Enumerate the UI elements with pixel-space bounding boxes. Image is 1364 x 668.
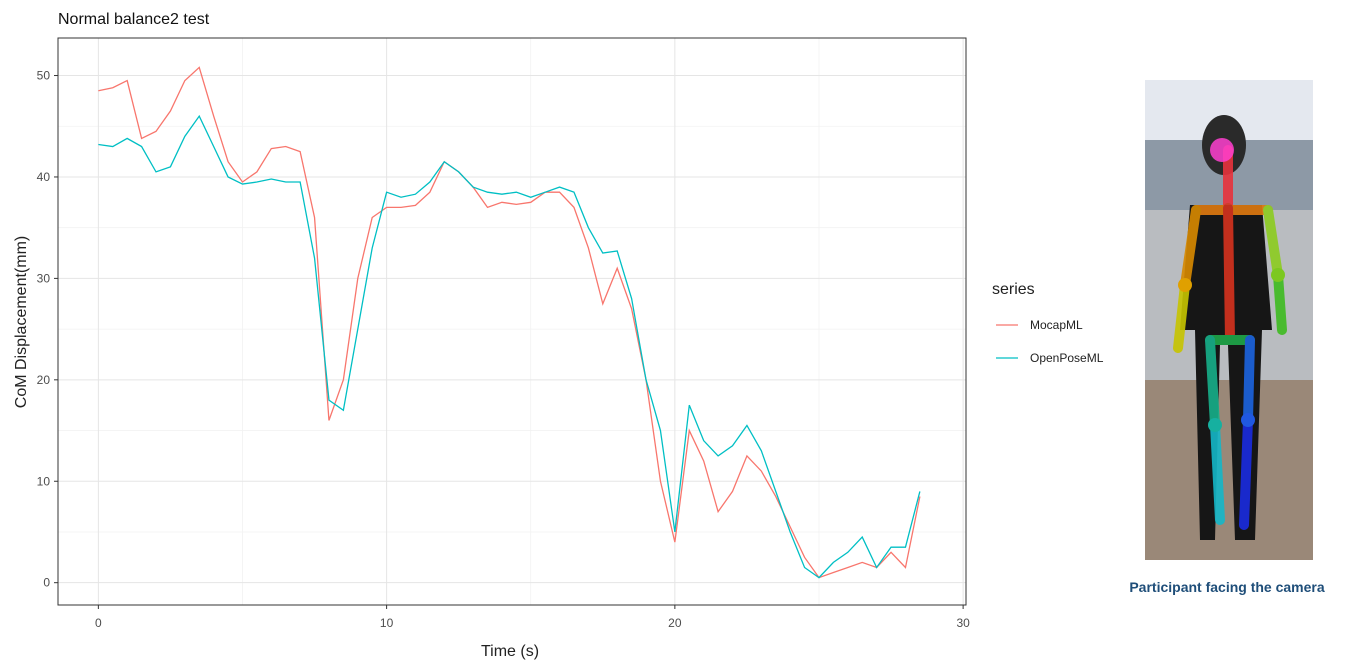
- legend-title: series: [992, 281, 1035, 298]
- legend-label: OpenPoseML: [1030, 351, 1104, 365]
- series-line: [98, 114, 921, 579]
- plot-background: [58, 38, 966, 605]
- y-tick-label: 0: [43, 576, 50, 590]
- x-tick-label: 10: [380, 616, 394, 630]
- y-axis-title: CoM Displacement(mm): [13, 236, 30, 408]
- y-tick-label: 40: [37, 170, 51, 184]
- plot-border: [57, 37, 967, 606]
- y-tick-label: 50: [37, 69, 51, 83]
- photo-caption: Participant facing the camera: [1129, 579, 1325, 595]
- y-tick-label: 30: [37, 271, 51, 285]
- chart-title: Normal balance2 test: [58, 11, 210, 28]
- x-tick-label: 20: [668, 616, 682, 630]
- y-tick-label: 20: [37, 373, 51, 387]
- y-tick-label: 10: [37, 474, 51, 488]
- x-tick-label: 0: [95, 616, 102, 630]
- x-tick-label: 30: [956, 616, 970, 630]
- x-axis-title: Time (s): [481, 643, 539, 660]
- legend-label: MocapML: [1030, 318, 1083, 332]
- photo: [1145, 80, 1313, 560]
